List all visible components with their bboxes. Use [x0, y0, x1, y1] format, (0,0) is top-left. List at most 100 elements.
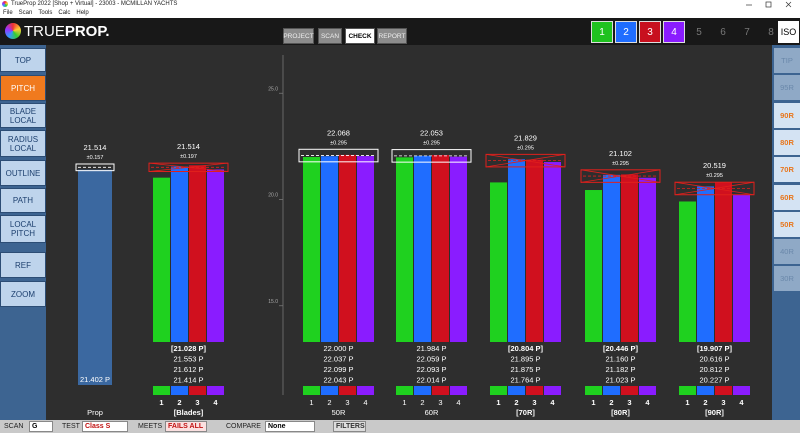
- fail-cross: [580, 169, 661, 183]
- value-label: 21.402 P: [80, 375, 110, 384]
- bar: [171, 166, 188, 342]
- value-label: 22.059 P: [416, 355, 446, 364]
- tolerance-label: ±0.295: [612, 161, 629, 167]
- filters-button[interactable]: FILTERS: [333, 421, 366, 432]
- nav-button[interactable]: BLADE LOCAL: [0, 103, 46, 128]
- blade-button[interactable]: 4: [663, 21, 685, 43]
- right-nav: TIP 95R 90R 80R 70R 60R 50R 40R 30R: [772, 45, 800, 420]
- value-label: 21.612 P: [173, 365, 203, 374]
- blade-swatch: [432, 386, 449, 395]
- value-label: 20.616 P: [699, 355, 729, 364]
- tolerance-box: [298, 148, 379, 163]
- radius-button[interactable]: 40R: [774, 239, 800, 265]
- logo-bold: PROP.: [64, 23, 110, 40]
- bar: [303, 157, 320, 342]
- tab[interactable]: SCAN: [318, 28, 342, 44]
- target-label: 21.829: [514, 133, 537, 142]
- tolerance-box: [391, 149, 472, 163]
- target-label: 21.102: [609, 149, 632, 158]
- target-label: 22.053: [420, 129, 443, 138]
- value-label: 21.414 P: [173, 376, 203, 385]
- scan-select[interactable]: G: [29, 421, 53, 432]
- nav-button[interactable]: REF: [0, 252, 46, 278]
- test-select[interactable]: Class S: [82, 421, 128, 432]
- value-label: 21.023 P: [605, 376, 635, 385]
- tolerance-box: [148, 162, 229, 173]
- nav-button[interactable]: TOP: [0, 48, 46, 72]
- radius-button[interactable]: 90R: [774, 102, 800, 128]
- tab[interactable]: PROJECT: [283, 28, 314, 44]
- target-label: 21.514: [84, 143, 107, 152]
- radius-button[interactable]: 60R: [774, 184, 800, 210]
- radius-button[interactable]: 80R: [774, 129, 800, 155]
- value-label: 21.764 P: [510, 376, 540, 385]
- tolerance-box: [485, 153, 566, 168]
- meets-result[interactable]: FAILS ALL: [165, 421, 207, 432]
- tab[interactable]: CHECK: [345, 28, 375, 44]
- bar: [450, 156, 467, 342]
- y-tick-label: 25.0: [268, 86, 278, 92]
- pitch-chart: 25.0 20.0 15.0 21.514 ±0.157 21.402 P Prop [21.…: [48, 45, 770, 420]
- nav-label: LOCAL: [9, 115, 37, 125]
- nav-label: ZOOM: [11, 289, 35, 299]
- menu-item[interactable]: Help: [76, 10, 89, 16]
- blade-swatch: [339, 386, 356, 395]
- blade-button[interactable]: 5: [696, 26, 702, 38]
- nav-button[interactable]: LOCAL PITCH: [0, 215, 46, 243]
- tolerance-label: ±0.295: [330, 140, 347, 146]
- bar: [639, 177, 656, 342]
- nav-button[interactable]: PATH: [0, 188, 46, 213]
- menu-item[interactable]: Tools: [38, 10, 53, 16]
- blade-number: 4: [645, 398, 650, 407]
- compare-select[interactable]: None: [265, 421, 315, 432]
- blade-number: 1: [591, 398, 595, 407]
- menu-item[interactable]: Scan: [18, 10, 33, 16]
- blade-number: 3: [438, 398, 442, 407]
- radius-button[interactable]: 30R: [774, 266, 800, 292]
- value-label: 22.043 P: [323, 376, 353, 385]
- bar: [585, 190, 602, 342]
- header: TRUEPROP. PROJECT SCAN CHECK REPORT 1 2 3 4 5 6 7 8…: [0, 18, 800, 45]
- tab[interactable]: REPORT: [377, 28, 407, 44]
- nav-label: REF: [15, 260, 31, 270]
- blade-number: 4: [363, 398, 367, 407]
- nav-button[interactable]: PITCH: [0, 75, 46, 101]
- bar: [339, 154, 356, 342]
- status-label: MEETS: [138, 423, 163, 430]
- radius-button[interactable]: 95R: [774, 75, 800, 101]
- radius-button[interactable]: 50R: [774, 211, 800, 237]
- blade-button[interactable]: 8: [768, 26, 774, 38]
- blade-swatch: [603, 386, 620, 395]
- blade-button[interactable]: 3: [639, 21, 661, 43]
- iso-button[interactable]: ISO: [778, 21, 799, 43]
- bar: [153, 177, 170, 342]
- blade-button[interactable]: 7: [744, 26, 750, 38]
- window-controls[interactable]: [740, 0, 800, 9]
- bar: [526, 159, 543, 342]
- blade-swatch: [450, 386, 467, 395]
- window-title: TrueProp 2022 [Shop + Virtual] - 23003 -…: [11, 1, 178, 7]
- blade-number: 1: [159, 398, 163, 407]
- category-label: 60R: [425, 408, 439, 417]
- blade-button[interactable]: 1: [591, 21, 613, 43]
- nav-button[interactable]: RADIUS LOCAL: [0, 130, 46, 157]
- bar: [697, 186, 714, 342]
- blade-button[interactable]: 2: [615, 21, 637, 43]
- nav-button[interactable]: ZOOM: [0, 281, 46, 307]
- prop-bar: [78, 169, 112, 385]
- target-label: 21.514: [177, 142, 200, 151]
- menu-item[interactable]: Calc: [58, 10, 71, 16]
- blade-swatch: [697, 386, 714, 395]
- nav-label: BLADE: [9, 106, 37, 116]
- radius-button[interactable]: 70R: [774, 157, 800, 183]
- category-label: 50R: [332, 408, 346, 417]
- tolerance-label: ±0.295: [706, 173, 723, 179]
- bar: [621, 174, 638, 342]
- blade-button[interactable]: 6: [720, 26, 726, 38]
- blade-number: 3: [721, 398, 725, 407]
- logo: TRUEPROP.: [24, 23, 110, 40]
- nav-button[interactable]: OUTLINE: [0, 160, 46, 186]
- title-bar: TrueProp 2022 [Shop + Virtual] - 23003 -…: [0, 0, 800, 9]
- radius-button[interactable]: TIP: [774, 48, 800, 73]
- menu-item[interactable]: File: [3, 10, 13, 16]
